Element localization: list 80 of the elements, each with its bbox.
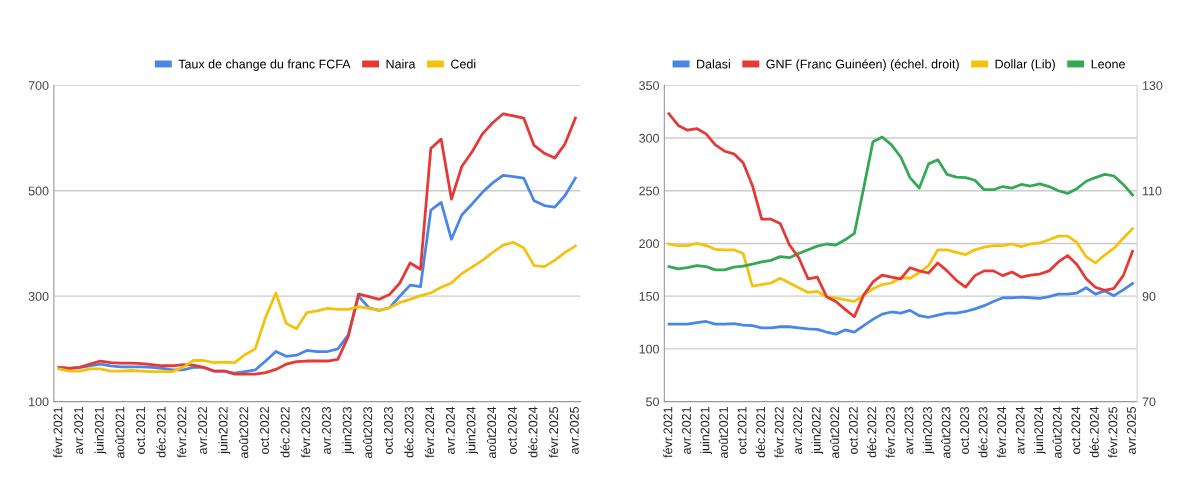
y2-tick-label: 110 xyxy=(1142,186,1162,196)
x-tick-label: déc.2022 xyxy=(866,407,877,458)
x-tick-label: févr.2025 xyxy=(548,406,559,458)
y2-tick-label: 90 xyxy=(1142,291,1156,301)
x-tick-label: juin2021 xyxy=(94,407,107,455)
x-tick-label: déc.2021 xyxy=(156,407,166,458)
y-tick-label: 300 xyxy=(28,291,49,301)
x-tick-label: juin2022 xyxy=(218,407,231,455)
x-tick-label: avr.2021 xyxy=(682,407,691,454)
x-tick-label: févr.2021 xyxy=(53,407,63,458)
legend-label: Leone xyxy=(1091,59,1125,69)
x-tick-label: oct.2023 xyxy=(960,407,969,454)
x-tick-label: juin2022 xyxy=(811,407,824,455)
line-series xyxy=(667,112,1134,319)
y-tick-label: 200 xyxy=(639,239,659,249)
x-tick-label: oct.2021 xyxy=(737,407,747,454)
x-tick-label: oct.2024 xyxy=(507,406,517,454)
x-tick-label: févr.2024 xyxy=(424,406,435,458)
x-tick-label: août2021 xyxy=(718,407,728,459)
legend-label: Dalasi xyxy=(697,59,730,69)
y-tick-label: 150 xyxy=(639,291,659,301)
y-tick-label: 500 xyxy=(28,186,49,196)
x-tick-label: juin2023 xyxy=(342,407,355,455)
x-tick-label: août2023 xyxy=(362,407,373,459)
x-tick-label: juin2024 xyxy=(466,406,478,455)
y-tick-label: 50 xyxy=(646,397,659,407)
line-series xyxy=(667,227,1134,303)
y2-tick-label: 70 xyxy=(1142,397,1156,407)
legend-label: Taux de change du franc FCFA xyxy=(178,59,351,71)
legend-label: Cedi xyxy=(451,59,476,69)
x-tick-label: avr.2021 xyxy=(74,407,84,454)
x-tick-label: déc.2024 xyxy=(1089,406,1099,458)
x-tick-label: avr.2025 xyxy=(1127,406,1136,454)
y-tick-label: 300 xyxy=(639,133,659,143)
x-tick-label: avr.2024 xyxy=(1015,406,1025,454)
y-tick-label: 700 xyxy=(28,81,49,90)
line-series xyxy=(667,135,1134,272)
y-tick-label: 250 xyxy=(639,186,659,196)
x-tick-label: août2021 xyxy=(115,407,125,459)
x-tick-label: déc.2023 xyxy=(978,407,988,458)
x-tick-label: déc.2023 xyxy=(404,407,414,458)
y-tick-label: 350 xyxy=(639,81,659,90)
x-tick-label: avr.2025 xyxy=(569,406,579,454)
legend-label: Naira xyxy=(386,59,416,69)
x-tick-label: août2022 xyxy=(239,407,249,459)
x-tick-label: juin2023 xyxy=(922,407,935,455)
legend-label: GNF (Franc Guinéen) (échel. droit) xyxy=(766,59,959,71)
x-tick-label: oct.2023 xyxy=(384,407,393,454)
x-tick-label: avr.2023 xyxy=(904,407,914,454)
line-series xyxy=(667,282,1134,336)
x-tick-label: oct.2022 xyxy=(848,407,858,454)
x-tick-label: févr.2024 xyxy=(996,406,1007,458)
x-tick-label: août2023 xyxy=(941,407,951,459)
x-tick-label: avr.2024 xyxy=(445,406,455,454)
x-tick-label: déc.2024 xyxy=(528,406,538,458)
x-tick-label: août2024 xyxy=(1052,406,1062,459)
x-tick-label: avr.2022 xyxy=(198,407,207,454)
x-tick-label: févr.2023 xyxy=(300,407,311,458)
x-tick-label: févr.2021 xyxy=(663,407,673,458)
x-tick-label: févr.2022 xyxy=(774,407,784,458)
x-tick-label: déc.2022 xyxy=(280,407,290,458)
x-tick-label: oct.2021 xyxy=(136,407,145,454)
line-series xyxy=(57,241,577,373)
x-tick-label: août2024 xyxy=(486,406,497,459)
x-tick-label: juin2021 xyxy=(700,407,712,455)
x-tick-label: juin2024 xyxy=(1033,406,1046,455)
y2-tick-label: 130 xyxy=(1142,81,1163,90)
x-tick-label: oct.2022 xyxy=(260,407,269,454)
legend-label: Dollar (Lib) xyxy=(995,59,1055,71)
y-tick-label: 100 xyxy=(639,344,659,354)
x-tick-label: août2022 xyxy=(829,407,840,459)
x-tick-label: avr.2023 xyxy=(322,407,331,454)
x-tick-label: déc.2021 xyxy=(755,407,766,458)
line-series xyxy=(57,112,577,376)
y-tick-label: 100 xyxy=(29,397,49,407)
x-tick-label: févr.2023 xyxy=(885,407,895,458)
x-tick-label: févr.2022 xyxy=(176,407,187,458)
x-tick-label: avr.2022 xyxy=(793,407,803,454)
x-tick-label: oct.2024 xyxy=(1071,406,1081,454)
x-tick-label: févr.2025 xyxy=(1108,406,1118,458)
